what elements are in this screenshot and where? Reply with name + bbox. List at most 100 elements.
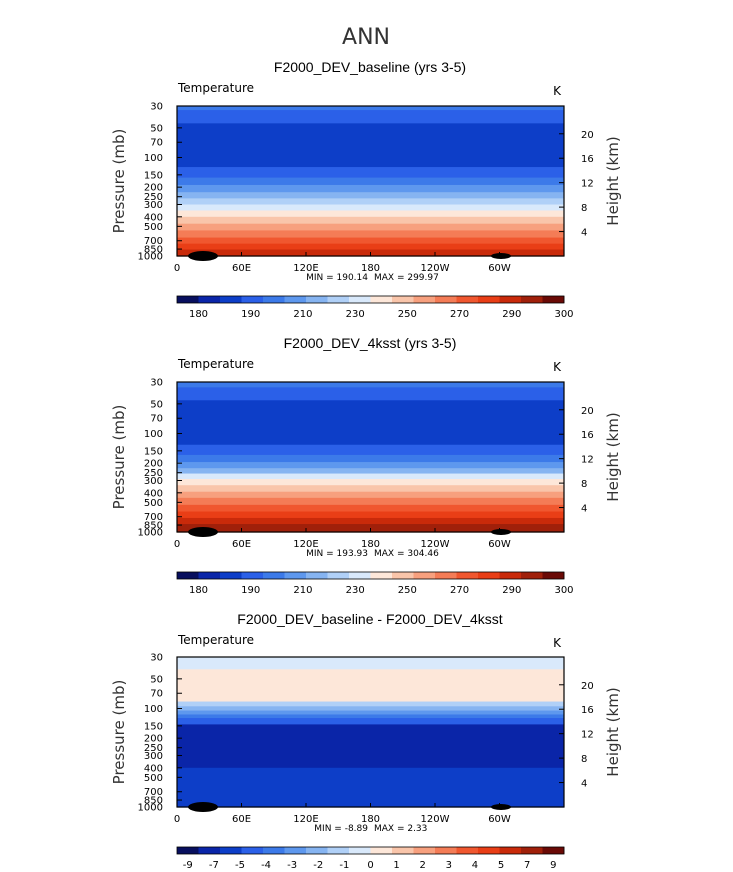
pressure-tick-label: 100 [144, 704, 163, 715]
contour-band [177, 184, 564, 193]
colorbar-segment [392, 847, 414, 854]
colorbar-label: 270 [450, 585, 469, 596]
pressure-tick-label: 300 [144, 476, 163, 487]
pressure-tick-label: 50 [150, 123, 163, 134]
colorbar-segment [263, 572, 285, 579]
pressure-tick-label: 1000 [138, 252, 163, 263]
pressure-tick-label: 250 [144, 743, 163, 754]
pressure-tick-label: 100 [144, 153, 163, 164]
colorbar-label: -3 [287, 860, 297, 871]
contour-band [177, 382, 564, 388]
pressure-tick-label: 300 [144, 200, 163, 211]
longitude-tick-label: 0 [174, 539, 180, 550]
longitude-tick-label: 60E [232, 263, 251, 274]
colorbar-segment [521, 296, 543, 303]
colorbar-label: 250 [398, 309, 417, 320]
colorbar-segment [220, 847, 242, 854]
colorbar-segment [349, 296, 371, 303]
contour-band [177, 706, 564, 712]
max-label: MAX = 299.97 [374, 273, 439, 283]
height-tick-label: 4 [581, 504, 587, 515]
colorbar-frame [176, 295, 565, 304]
longitude-tick-label: 60W [488, 814, 511, 825]
colorbar-segment [241, 572, 264, 579]
contour-band [177, 657, 564, 670]
height-tick-label: 16 [581, 154, 594, 165]
colorbar-label: 250 [398, 585, 417, 596]
colorbar-segment [306, 296, 328, 303]
pressure-tick-label: 500 [144, 773, 163, 784]
pressure-tick-label: 400 [144, 212, 163, 223]
panel-4ksst: F2000_DEV_4ksst (yrs 3-5) Temperature K … [110, 335, 622, 596]
colorbar-label: 190 [241, 585, 260, 596]
contour-band [177, 177, 564, 186]
colorbar-segment [478, 572, 500, 579]
contour-band [177, 724, 564, 769]
contour-band [177, 511, 564, 519]
contour-band [177, 473, 564, 480]
pressure-tick-label: 150 [144, 170, 163, 181]
pressure-tick-label: 500 [144, 222, 163, 233]
longitude-tick-label: 120W [421, 814, 450, 825]
height-tick-label: 12 [581, 179, 594, 190]
colorbar-label: 4 [472, 860, 478, 871]
contour-band [177, 468, 564, 475]
colorbar-segment [349, 847, 371, 854]
colorbar-segment [435, 296, 457, 303]
colorbar-segment [392, 572, 414, 579]
colorbar-segment [198, 847, 221, 854]
contour-band [177, 479, 564, 486]
pressure-tick-label: 50 [150, 399, 163, 410]
colorbar-segment [542, 296, 565, 303]
height-tick-label: 12 [581, 455, 594, 466]
colorbar-segment [456, 572, 479, 579]
colorbar-segment [478, 847, 500, 854]
pressure-tick-label: 850 [144, 521, 163, 532]
height-tick-label: 8 [581, 754, 587, 765]
contour-band [177, 237, 564, 245]
colorbar-segment [413, 572, 436, 579]
contour-band [177, 491, 564, 499]
colorbar-label: 180 [189, 585, 208, 596]
height-tick-label: 8 [581, 203, 587, 214]
pressure-tick-label: 850 [144, 796, 163, 807]
colorbar-label: 180 [189, 309, 208, 320]
longitude-tick-label: 120E [293, 539, 318, 550]
colorbar-label: 230 [346, 309, 365, 320]
colorbar-label: 190 [241, 309, 260, 320]
contour-band [177, 767, 564, 808]
colorbar-label: 2 [420, 860, 426, 871]
pressure-tick-label: 400 [144, 763, 163, 774]
pressure-tick-label: 50 [150, 674, 163, 685]
colorbar-segment [284, 572, 307, 579]
contour-band [177, 243, 564, 251]
y-axis-label: Pressure (mb) [110, 680, 128, 785]
colorbar-segment [198, 572, 221, 579]
colorbar-segment [392, 296, 414, 303]
longitude-tick-label: 0 [174, 263, 180, 274]
min-label: MIN = 193.93 [306, 549, 368, 559]
pressure-tick-label: 200 [144, 459, 163, 470]
height-tick-label: 16 [581, 430, 594, 441]
colorbar-label: -9 [183, 860, 193, 871]
colorbar-label: 1 [393, 860, 399, 871]
contour-band [177, 106, 564, 111]
pressure-tick-label: 1000 [138, 528, 163, 539]
contour-band [177, 701, 564, 707]
colorbar-label: 300 [554, 309, 573, 320]
longitude-tick-label: 120W [421, 539, 450, 550]
pressure-tick-label: 700 [144, 787, 163, 798]
colorbar-segment [499, 847, 522, 854]
y2-axis-label: Height (km) [604, 412, 622, 501]
contour-band [177, 710, 564, 716]
longitude-tick-label: 120E [293, 263, 318, 274]
pressure-tick-label: 250 [144, 468, 163, 479]
pressure-tick-label: 1000 [138, 803, 163, 814]
colorbar-segment [349, 572, 371, 579]
colorbar-label: -2 [313, 860, 323, 871]
longitude-tick-label: 0 [174, 814, 180, 825]
colorbar-segment [177, 296, 199, 303]
colorbar-segment [542, 847, 565, 854]
